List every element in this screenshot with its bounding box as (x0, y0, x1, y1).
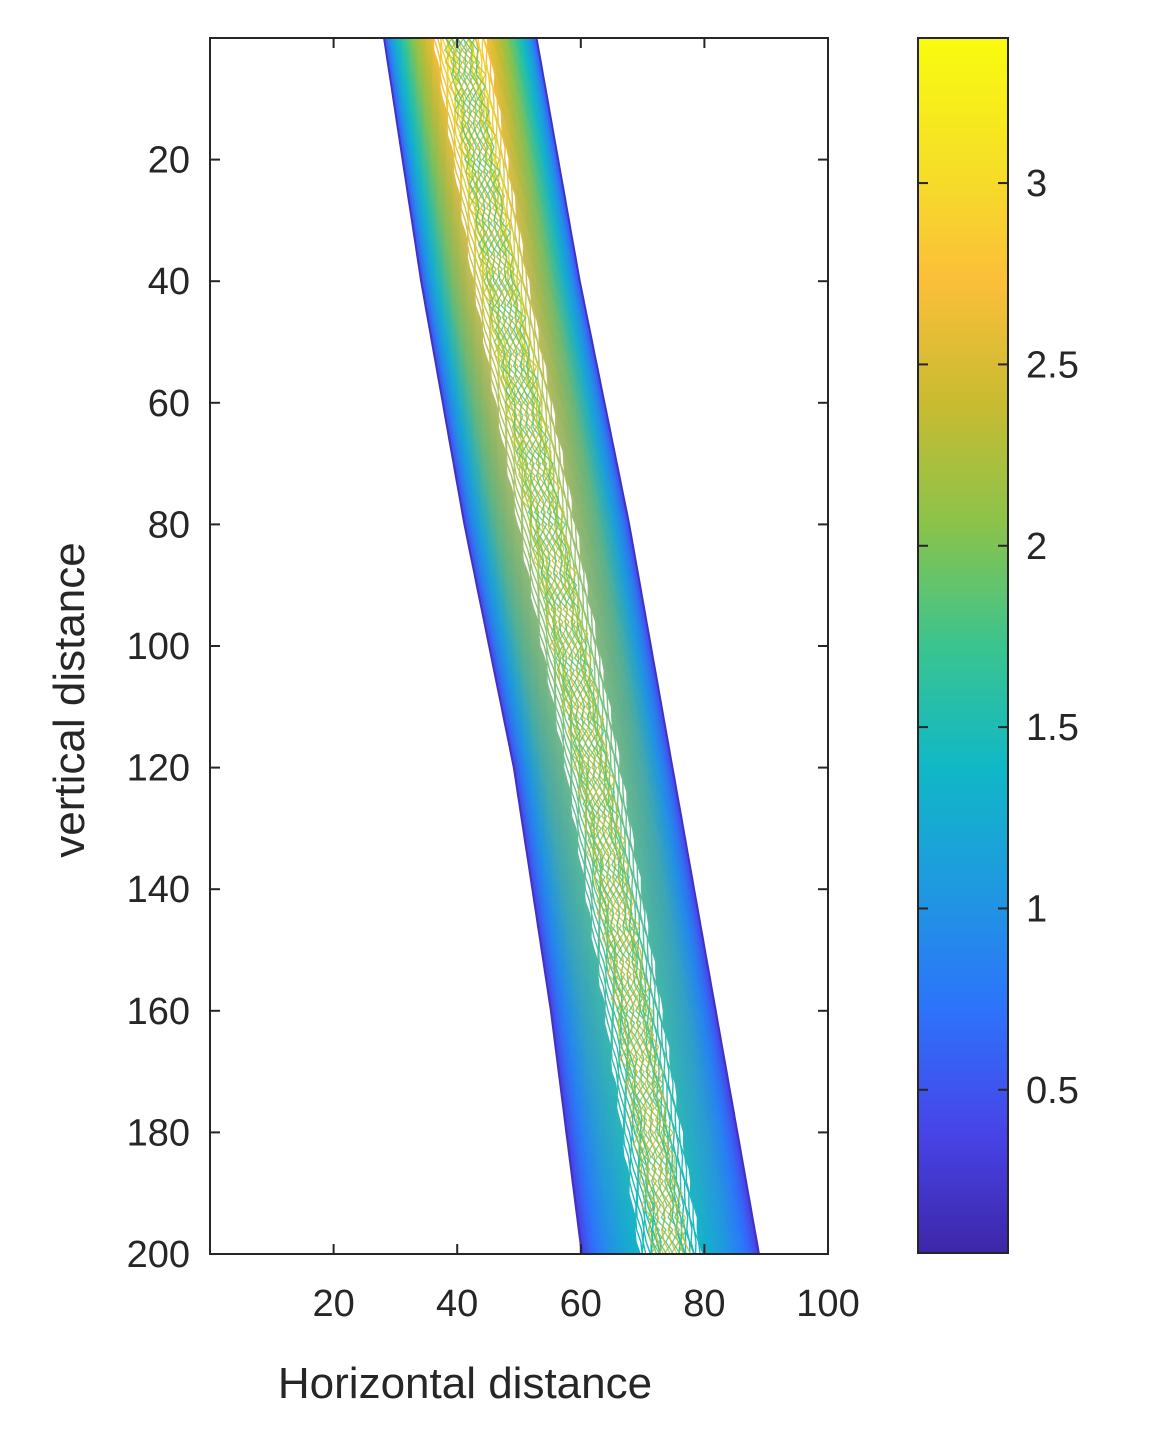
x-axis: 20 40 60 80 100 (312, 38, 860, 1325)
contour-line-14 (467, 38, 688, 1254)
y-tick-label: 180 (127, 1112, 190, 1154)
y-tick-label: 120 (127, 748, 190, 790)
x-tick-label: 40 (436, 1283, 478, 1325)
contour-line-15 (473, 38, 691, 1254)
colorbar-tick-label: 2.5 (1026, 344, 1079, 386)
x-tick-label: 100 (796, 1283, 859, 1325)
y-axis-label: vertical distance (45, 542, 94, 857)
y-tick-label: 140 (127, 869, 190, 911)
y-tick-label: 160 (127, 991, 190, 1033)
contour-band (383, 38, 760, 1254)
x-axis-label: Horizontal distance (278, 1359, 652, 1408)
colorbar-tick-label: 1.5 (1026, 707, 1079, 749)
y-tick-label: 40 (148, 261, 190, 303)
colorbar-tick-label: 1 (1026, 888, 1047, 930)
contour-line-12 (468, 38, 685, 1254)
colorbar (917, 37, 1009, 1254)
colorbar-tick-label: 0.5 (1026, 1070, 1079, 1112)
y-axis: 20 40 60 80 100 120 140 160 180 200 (127, 140, 828, 1276)
contour-line-3 (450, 38, 665, 1254)
contour-line-4 (449, 38, 667, 1254)
y-tick-label: 60 (148, 383, 190, 425)
colorbar-tick-label: 3 (1026, 163, 1047, 205)
contour-line-1 (443, 38, 660, 1254)
y-tick-label: 200 (127, 1234, 190, 1276)
contour-line-10 (461, 38, 680, 1254)
y-tick-label: 80 (148, 504, 190, 546)
contour-line-13 (467, 38, 687, 1254)
colorbar-tick-label: 2 (1026, 526, 1047, 568)
contour-line-9 (462, 38, 678, 1254)
y-tick-label: 20 (148, 140, 190, 182)
contour-line-6 (456, 38, 671, 1254)
colorbar-ticks: 0.5 1 1.5 2 2.5 3 (918, 163, 1079, 1112)
y-tick-label: 100 (127, 626, 190, 668)
x-tick-label: 20 (312, 1283, 354, 1325)
x-tick-label: 60 (560, 1283, 602, 1325)
x-tick-label: 80 (683, 1283, 725, 1325)
contour-line-7 (455, 38, 673, 1254)
contour-line-0 (444, 38, 658, 1254)
